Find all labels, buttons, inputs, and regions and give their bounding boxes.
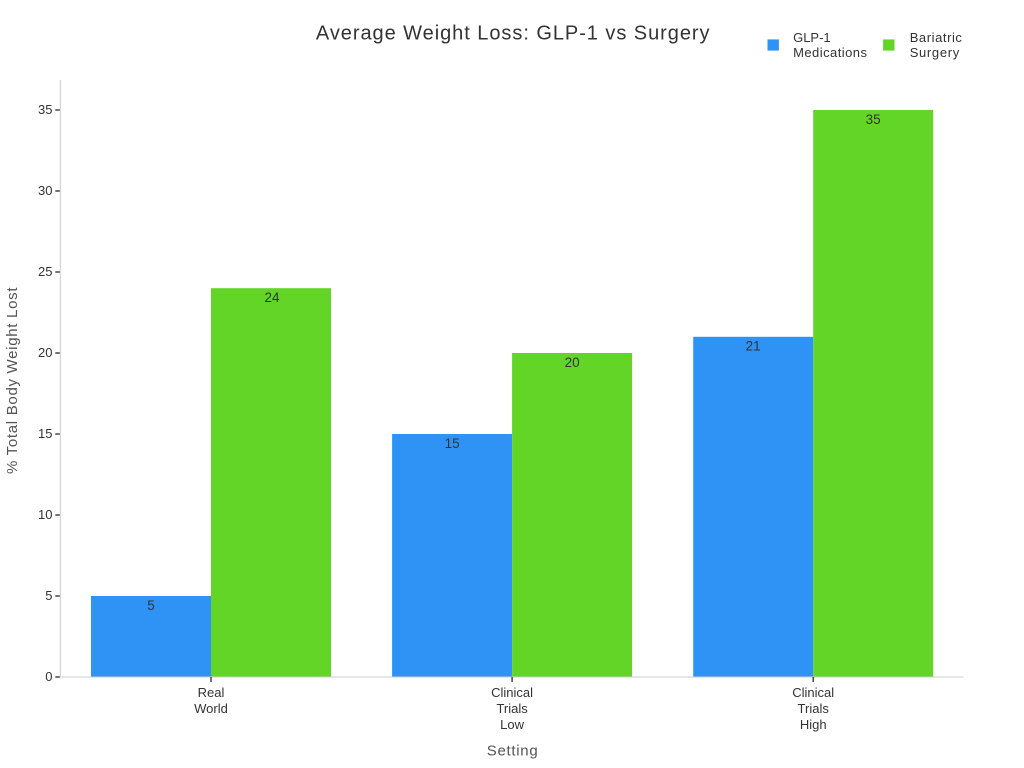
svg-text:Trials: Trials <box>496 701 528 716</box>
svg-text:Trials: Trials <box>798 701 830 716</box>
svg-text:Bariatric: Bariatric <box>910 30 963 45</box>
svg-text:Surgery: Surgery <box>910 45 960 60</box>
svg-text:5: 5 <box>45 588 52 603</box>
svg-text:25: 25 <box>38 264 52 279</box>
svg-text:21: 21 <box>746 339 761 354</box>
svg-text:20: 20 <box>38 345 52 360</box>
svg-text:0: 0 <box>45 669 52 684</box>
svg-text:35: 35 <box>38 102 52 117</box>
svg-text:Real: Real <box>198 685 225 700</box>
svg-text:% Total Body Weight Lost: % Total Body Weight Lost <box>4 287 21 474</box>
svg-text:5: 5 <box>147 598 155 613</box>
svg-text:30: 30 <box>38 183 52 198</box>
svg-text:20: 20 <box>565 355 580 370</box>
svg-text:Setting: Setting <box>487 742 539 759</box>
svg-text:Average Weight Loss: GLP-1 vs: Average Weight Loss: GLP-1 vs Surgery <box>316 23 711 45</box>
svg-text:15: 15 <box>38 426 52 441</box>
svg-text:Medications: Medications <box>793 45 867 60</box>
svg-text:Clinical: Clinical <box>491 685 533 700</box>
svg-text:World: World <box>194 701 228 716</box>
svg-text:10: 10 <box>38 507 52 522</box>
svg-text:24: 24 <box>264 290 280 305</box>
svg-text:35: 35 <box>866 112 881 127</box>
svg-text:Low: Low <box>500 717 524 732</box>
svg-text:GLP-1: GLP-1 <box>793 30 831 45</box>
svg-text:Clinical: Clinical <box>792 685 834 700</box>
svg-text:15: 15 <box>445 436 460 451</box>
svg-text:High: High <box>800 717 827 732</box>
